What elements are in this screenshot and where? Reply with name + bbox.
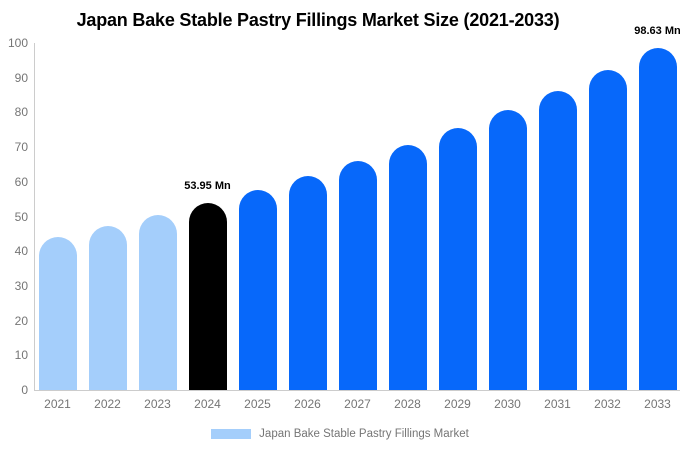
value-label-2033: 98.63 Mn xyxy=(634,24,680,37)
bar-2031[interactable] xyxy=(538,90,577,390)
x-label-2022: 2022 xyxy=(94,397,121,411)
x-label-2024: 2024 xyxy=(194,397,221,411)
chart-title: Japan Bake Stable Pastry Fillings Market… xyxy=(76,10,560,30)
y-axis-line xyxy=(34,43,35,390)
y-tick-100: 100 xyxy=(7,36,28,50)
legend: Japan Bake Stable Pastry Fillings Market xyxy=(0,426,680,442)
x-label-2023: 2023 xyxy=(144,397,171,411)
value-label-2024: 53.95 Mn xyxy=(184,179,231,192)
y-tick-10: 10 xyxy=(14,348,28,363)
bar-2032[interactable] xyxy=(588,70,627,390)
y-tick-50: 50 xyxy=(14,209,28,224)
y-tick-30: 30 xyxy=(14,278,28,293)
legend-swatch-icon xyxy=(211,429,252,439)
bar-2021[interactable] xyxy=(38,236,77,390)
x-label-2032: 2032 xyxy=(594,397,621,411)
x-label-2025: 2025 xyxy=(244,397,271,411)
bar-2033[interactable] xyxy=(638,47,677,390)
y-tick-90: 90 xyxy=(14,70,28,85)
x-label-2026: 2026 xyxy=(294,397,321,411)
bar-2027[interactable] xyxy=(338,160,377,390)
bar-2024[interactable] xyxy=(188,202,227,390)
bar-2028[interactable] xyxy=(388,145,427,390)
x-label-2028: 2028 xyxy=(394,397,421,411)
y-tick-0: 0 xyxy=(21,383,28,397)
x-label-2021: 2021 xyxy=(44,397,71,411)
x-label-2031: 2031 xyxy=(544,397,571,411)
bar-2026[interactable] xyxy=(288,175,327,390)
x-label-2029: 2029 xyxy=(444,397,471,411)
bar-2022[interactable] xyxy=(88,226,127,390)
bar-2030[interactable] xyxy=(488,109,527,390)
y-tick-80: 80 xyxy=(14,105,28,120)
legend-item[interactable]: Japan Bake Stable Pastry Fillings Market xyxy=(211,426,469,442)
x-label-2033: 2033 xyxy=(644,397,671,411)
y-tick-20: 20 xyxy=(14,313,28,328)
y-tick-40: 40 xyxy=(14,244,28,259)
bar-2025[interactable] xyxy=(238,189,277,390)
bar-2023[interactable] xyxy=(138,215,177,390)
y-tick-70: 70 xyxy=(14,140,28,155)
y-tick-60: 60 xyxy=(14,174,28,189)
x-label-2027: 2027 xyxy=(344,397,371,411)
bar-2029[interactable] xyxy=(438,128,477,390)
legend-label: Japan Bake Stable Pastry Fillings Market xyxy=(259,428,469,440)
x-label-2030: 2030 xyxy=(494,397,521,411)
x-axis-line xyxy=(34,390,680,391)
